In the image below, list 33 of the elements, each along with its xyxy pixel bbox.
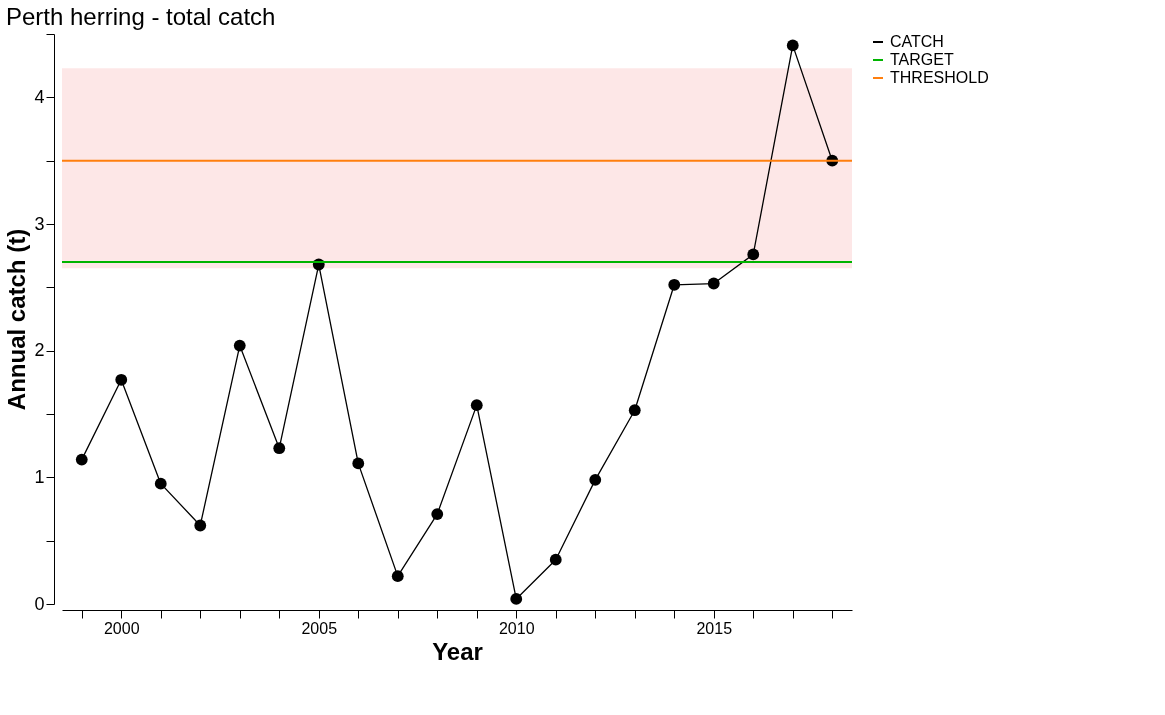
point bbox=[628, 404, 641, 417]
point bbox=[431, 508, 444, 520]
x-tick-label: 2010 bbox=[498, 619, 535, 637]
legend-label: TARGET bbox=[890, 51, 954, 68]
point bbox=[707, 277, 720, 290]
point bbox=[233, 339, 246, 352]
legend-label: CATCH bbox=[890, 33, 944, 50]
point bbox=[154, 477, 167, 490]
point bbox=[786, 39, 799, 52]
point bbox=[470, 399, 483, 412]
point bbox=[194, 519, 207, 532]
point bbox=[549, 553, 562, 566]
x-axis-title: Year bbox=[432, 637, 483, 665]
point bbox=[747, 248, 760, 261]
y-tick-label: 1 bbox=[34, 466, 45, 487]
y-tick-label: 3 bbox=[34, 213, 45, 234]
point bbox=[668, 278, 681, 291]
x-tick-label: 2000 bbox=[103, 619, 140, 637]
legend-label: THRESHOLD bbox=[890, 69, 989, 86]
point bbox=[589, 473, 602, 486]
point bbox=[510, 593, 523, 605]
x-tick-label: 2015 bbox=[696, 619, 733, 637]
chart-title: Perth herring - total catch bbox=[5, 2, 276, 30]
point bbox=[391, 570, 404, 583]
y-tick-label: 2 bbox=[34, 340, 45, 361]
point bbox=[75, 453, 88, 466]
y-axis-title: Annual catch (t) bbox=[3, 228, 31, 411]
y-tick-label: 0 bbox=[34, 593, 45, 614]
point bbox=[115, 373, 128, 386]
point bbox=[352, 457, 365, 470]
x-tick-label: 2005 bbox=[301, 619, 338, 637]
point bbox=[273, 442, 286, 455]
y-tick-label: 4 bbox=[34, 86, 45, 107]
